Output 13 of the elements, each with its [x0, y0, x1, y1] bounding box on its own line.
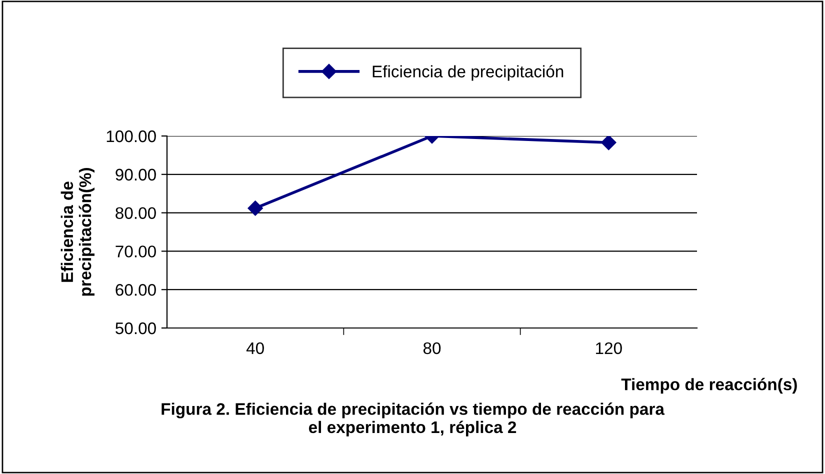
legend-label: Eficiencia de precipitación: [372, 65, 564, 81]
y-tick-label: 80.00: [116, 207, 156, 220]
text: Figura 2. Eficiencia de precipitación vs tiempo de reacción para el experimento 1, réplica 2: [162, 402, 665, 436]
y-tick-label: 90.00: [116, 168, 156, 181]
y-tick-label: 60.00: [116, 284, 156, 296]
x-tick-label: 80: [423, 342, 441, 354]
y-tick-label: 70.00: [116, 246, 156, 258]
x-tick-label: 40: [246, 342, 264, 354]
x-axis-title: Tiempo de reacción(s): [621, 378, 797, 394]
y-tick-label: 50.00: [116, 322, 156, 334]
y-axis-title: Eficiencia de precipitación(%): [60, 168, 94, 296]
y-tick-label: 100.00: [106, 130, 156, 142]
x-tick-label: 120: [596, 342, 622, 354]
